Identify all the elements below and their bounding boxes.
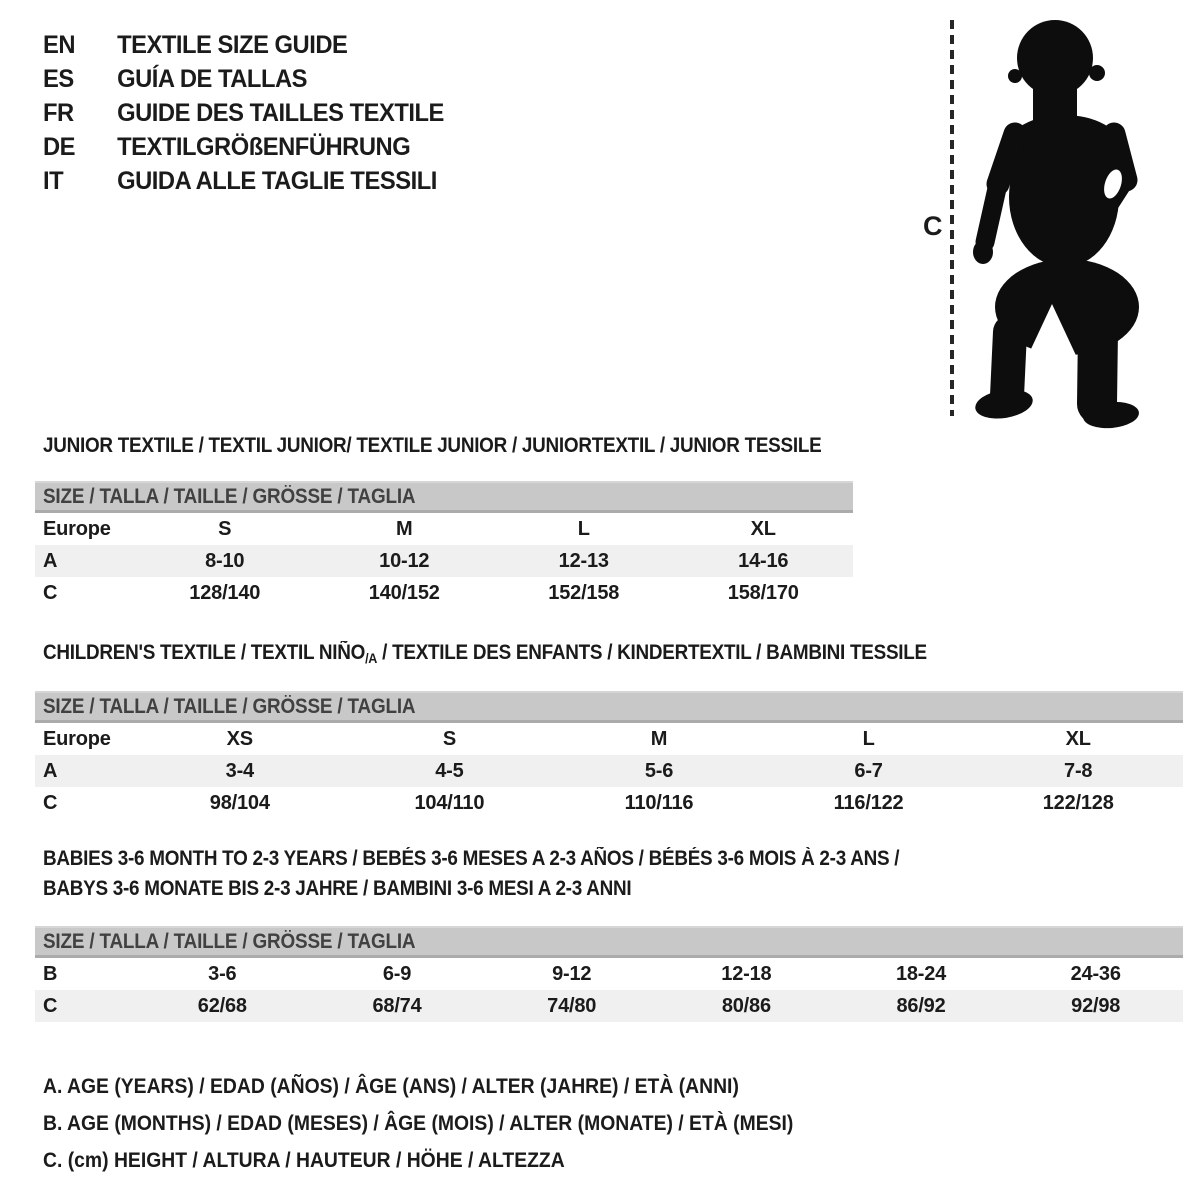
note-a: A. AGE (YEARS) / EDAD (AÑOS) / ÂGE (ANS)… [43,1074,739,1098]
language-row: DE TEXTILGRÖßENFÜHRUNG [43,130,444,164]
note-c: C. (cm) HEIGHT / ALTURA / HAUTEUR / HÖHE… [43,1148,565,1172]
size-cell: XL [750,517,776,540]
size-cell: XL [1065,727,1091,750]
language-title: GUIDE DES TAILLES TEXTILE [117,98,444,127]
table-row: B 3-6 6-9 9-12 12-18 18-24 24-36 [35,958,1183,990]
size-cell: 12-18 [721,962,772,985]
children-size-table: SIZE / TALLA / TAILLE / GRÖSSE / TAGLIA … [35,691,1183,819]
language-row: FR GUIDE DES TAILLES TEXTILE [43,96,444,130]
children-title-post: / TEXTILE DES ENFANTS / KINDERTEXTIL / B… [377,641,927,664]
babies-title-line1: BABIES 3-6 MONTH TO 2-3 YEARS / BEBÉS 3-… [43,847,900,870]
size-cell: 5-6 [644,759,674,782]
size-header-bar: SIZE / TALLA / TAILLE / GRÖSSE / TAGLIA [35,691,1183,723]
row-label: Europe [43,727,111,750]
language-code: IT [43,166,64,195]
size-cell: 3-6 [208,962,237,985]
babies-title-line2: BABYS 3-6 MONATE BIS 2-3 JAHRE / BAMBINI… [43,877,632,900]
language-title: GUÍA DE TALLAS [117,64,308,93]
row-label: C [43,581,58,604]
size-cell: 86/92 [896,994,946,1017]
size-cell: 14-16 [738,549,789,572]
size-cell: 98/104 [209,791,270,814]
language-row: IT GUIDA ALLE TAGLIE TESSILI [43,164,444,198]
size-cell: M [396,517,413,540]
row-label: C [43,994,58,1017]
size-cell: 4-5 [435,759,464,782]
size-cell: 18-24 [895,962,947,985]
babies-size-table: SIZE / TALLA / TAILLE / GRÖSSE / TAGLIA … [35,926,1183,1022]
language-code: FR [43,98,74,127]
language-row: ES GUÍA DE TALLAS [43,62,444,96]
footnotes: A. AGE (YEARS) / EDAD (AÑOS) / ÂGE (ANS)… [43,1068,877,1179]
size-cell: 24-36 [1070,962,1121,985]
toddler-silhouette-icon [950,20,1139,429]
size-cell: 10-12 [379,549,430,572]
row-label: B [43,962,58,985]
size-cell: L [862,727,875,750]
size-cell: 152/158 [548,581,620,604]
size-cell: 110/116 [624,791,694,814]
row-label: A [43,549,58,572]
size-cell: 104/110 [414,791,485,814]
size-cell: 62/68 [197,994,247,1017]
size-cell: 122/128 [1042,791,1114,814]
junior-section-title: JUNIOR TEXTILE / TEXTIL JUNIOR/ TEXTILE … [43,434,822,457]
table-row: Europe XS S M L XL [35,723,1183,755]
children-title-sub: /A [365,650,378,666]
babies-section-title: BABIES 3-6 MONTH TO 2-3 YEARS / BEBÉS 3-… [43,844,994,904]
language-code: EN [43,30,76,59]
size-cell: 80/86 [721,994,771,1017]
junior-size-table: SIZE / TALLA / TAILLE / GRÖSSE / TAGLIA … [35,481,853,609]
language-title: GUIDA ALLE TAGLIE TESSILI [117,166,437,195]
size-cell: 128/140 [189,581,261,604]
size-cell: S [218,517,232,540]
note-b: B. AGE (MONTHS) / EDAD (MESES) / ÂGE (MO… [43,1111,794,1135]
size-cell: XS [226,727,253,750]
size-header-bar: SIZE / TALLA / TAILLE / GRÖSSE / TAGLIA [35,481,853,513]
size-cell: 68/74 [372,994,422,1017]
table-row: A 3-4 4-5 5-6 6-7 7-8 [35,755,1183,787]
size-cell: 158/170 [727,581,799,604]
size-cell: 3-4 [225,759,255,782]
language-title: TEXTILE SIZE GUIDE [117,30,348,59]
size-cell: 92/98 [1071,994,1121,1017]
size-header-bar: SIZE / TALLA / TAILLE / GRÖSSE / TAGLIA [35,926,1183,958]
size-cell: 6-7 [854,759,883,782]
row-label: C [43,791,58,814]
language-row: EN TEXTILE SIZE GUIDE [43,28,444,62]
language-code: DE [43,132,76,161]
row-label: Europe [43,517,111,540]
size-cell: 74/80 [547,994,597,1017]
table-row: C 128/140 140/152 152/158 158/170 [35,577,853,609]
size-cell: 140/152 [368,581,440,604]
size-cell: M [650,727,668,750]
measure-label-c: C [923,211,943,241]
language-title: TEXTILGRÖßENFÜHRUNG [117,132,411,161]
table-row: C 98/104 104/110 110/116 116/122 122/128 [35,787,1183,819]
size-cell: 116/122 [833,791,904,814]
table-row: C 62/68 68/74 74/80 80/86 86/92 92/98 [35,990,1183,1022]
table-row: A 8-10 10-12 12-13 14-16 [35,545,853,577]
size-cell: 8-10 [205,549,245,572]
size-cell: 6-9 [382,962,412,985]
children-title-pre: CHILDREN'S TEXTILE / TEXTIL NIÑO [43,641,366,664]
size-cell: 12-13 [558,549,609,572]
table-row: Europe S M L XL [35,513,853,545]
language-header: EN TEXTILE SIZE GUIDE ES GUÍA DE TALLAS … [43,28,444,198]
size-cell: 9-12 [552,962,592,985]
row-label: A [43,759,58,782]
size-cell: S [442,727,456,750]
children-section-title: CHILDREN'S TEXTILE / TEXTIL NIÑO/A / TEX… [43,638,1025,673]
language-code: ES [43,64,74,93]
size-cell: L [577,517,590,540]
size-cell: 7-8 [1064,759,1093,782]
